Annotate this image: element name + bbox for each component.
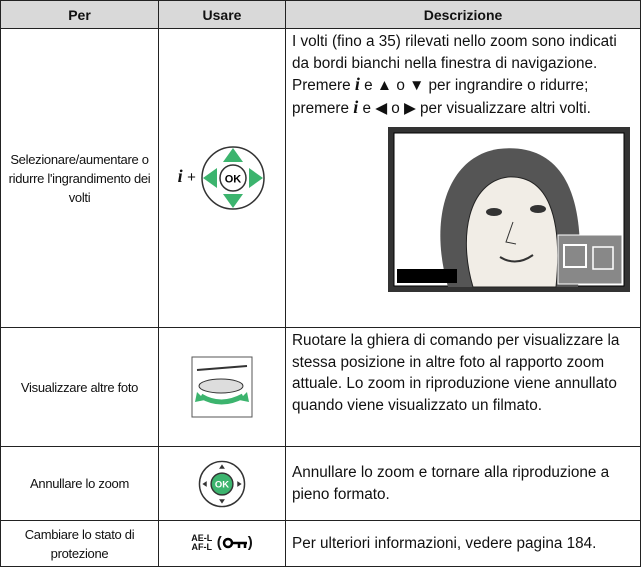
ok-label: OK	[215, 479, 229, 490]
multi-selector: OK	[201, 146, 266, 210]
cell: I volti (fino a 35) rilevati nello zoom …	[285, 28, 641, 328]
description: Ruotare la ghiera di comando per visuali…	[292, 332, 620, 414]
cell: Annullare lo zoom	[0, 446, 159, 521]
cell	[158, 327, 286, 447]
text: I volti (fino a 35) rilevati nello zoom …	[292, 33, 617, 94]
i-icon: i	[354, 74, 360, 94]
button-label: AE-L AF-L	[191, 534, 212, 552]
screen-illustration	[388, 127, 630, 292]
text: e ▲ o ▼ per ingrandire o ridurre; premer…	[292, 77, 589, 117]
af-l: AF-L	[191, 542, 213, 553]
description: I volti (fino a 35) rilevati nello zoom …	[292, 31, 634, 119]
ae-l: AE-L	[191, 533, 213, 544]
cell: i + OK	[158, 28, 286, 328]
cell: Selezionare/aumentare o ridurre l'ingran…	[0, 28, 159, 328]
command-dial	[191, 356, 253, 418]
cell: Ruotare la ghiera di comando per visuali…	[285, 327, 641, 447]
cell: Per ulteriori informazioni, vedere pagin…	[285, 520, 641, 567]
ok-label: OK	[225, 174, 242, 186]
text: e ◀ o ▶ per visualizzare altri volti.	[358, 99, 591, 117]
header-cell: Per	[0, 0, 159, 29]
cell: Visualizzare altre foto	[0, 327, 159, 447]
header-cell: Descrizione	[285, 0, 641, 29]
description: Annullare lo zoom e tornare alla riprodu…	[292, 464, 610, 503]
header-cell: Usare	[158, 0, 286, 29]
cell: AE-L AF-L ()	[158, 520, 286, 567]
cell: Annullare lo zoom e tornare alla riprodu…	[285, 446, 641, 521]
plus: +	[187, 169, 196, 187]
cell: Cambiare lo stato di protezione	[0, 520, 159, 567]
i-icon: i	[177, 166, 183, 187]
paren: (	[216, 534, 222, 552]
i-icon: i	[353, 96, 359, 117]
description: Per ulteriori informazioni, vedere pagin…	[292, 534, 597, 552]
paren: )	[247, 534, 253, 552]
multi-selector: OK	[198, 460, 246, 507]
cell: OK	[158, 446, 286, 521]
key-icon	[222, 538, 247, 549]
